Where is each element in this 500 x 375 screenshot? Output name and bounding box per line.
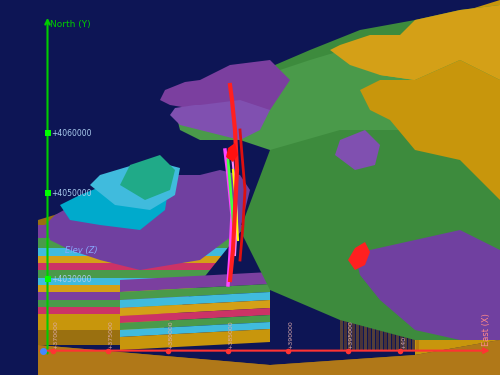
Text: +4050000: +4050000 <box>52 189 92 198</box>
Polygon shape <box>120 284 270 300</box>
Polygon shape <box>38 314 175 330</box>
Polygon shape <box>38 285 198 292</box>
Polygon shape <box>226 143 238 162</box>
Text: +4060000: +4060000 <box>52 129 92 138</box>
Polygon shape <box>60 175 170 230</box>
Polygon shape <box>356 180 359 350</box>
Polygon shape <box>120 315 270 330</box>
Polygon shape <box>360 60 500 200</box>
Text: +395000: +395000 <box>348 320 354 349</box>
Polygon shape <box>90 160 180 210</box>
Polygon shape <box>240 130 500 340</box>
Polygon shape <box>355 230 500 340</box>
Polygon shape <box>348 242 370 270</box>
Polygon shape <box>45 170 250 270</box>
Polygon shape <box>38 256 221 263</box>
Polygon shape <box>330 35 415 80</box>
Polygon shape <box>376 180 379 350</box>
Polygon shape <box>388 180 391 350</box>
Polygon shape <box>396 180 399 350</box>
Text: +385000: +385000 <box>228 320 234 349</box>
Polygon shape <box>170 100 270 140</box>
Polygon shape <box>38 270 210 278</box>
Polygon shape <box>352 180 355 350</box>
Polygon shape <box>38 307 180 314</box>
Polygon shape <box>120 155 175 200</box>
Text: East (X): East (X) <box>482 313 490 346</box>
Polygon shape <box>175 25 500 200</box>
Polygon shape <box>38 292 192 300</box>
Polygon shape <box>38 263 216 270</box>
Polygon shape <box>408 180 411 350</box>
Polygon shape <box>416 180 419 350</box>
Text: +370000: +370000 <box>54 320 59 349</box>
Polygon shape <box>38 300 186 307</box>
Polygon shape <box>360 180 363 350</box>
Polygon shape <box>38 195 120 345</box>
Polygon shape <box>38 278 203 285</box>
Polygon shape <box>392 180 395 350</box>
Text: Elev (Z): Elev (Z) <box>65 246 98 255</box>
Polygon shape <box>38 238 235 248</box>
Polygon shape <box>120 300 270 316</box>
Text: +375000: +375000 <box>108 320 114 349</box>
Polygon shape <box>384 180 387 350</box>
Polygon shape <box>335 130 380 170</box>
Polygon shape <box>38 225 246 238</box>
Polygon shape <box>38 340 500 375</box>
Polygon shape <box>364 180 367 350</box>
Polygon shape <box>340 0 500 355</box>
Polygon shape <box>120 322 270 337</box>
Polygon shape <box>404 180 407 350</box>
Polygon shape <box>120 308 270 323</box>
Polygon shape <box>412 180 415 350</box>
Text: North (Y): North (Y) <box>50 20 91 29</box>
Polygon shape <box>38 340 500 375</box>
Polygon shape <box>372 180 375 350</box>
Text: +390000: +390000 <box>288 320 294 349</box>
Polygon shape <box>38 248 228 256</box>
Polygon shape <box>340 180 343 350</box>
Polygon shape <box>400 180 403 350</box>
Polygon shape <box>370 5 500 80</box>
Polygon shape <box>120 329 270 350</box>
Text: +380000: +380000 <box>168 320 173 349</box>
Polygon shape <box>380 180 383 350</box>
Text: +40: +40 <box>401 336 406 349</box>
Polygon shape <box>348 180 351 350</box>
Text: +4030000: +4030000 <box>52 275 92 284</box>
Polygon shape <box>120 272 270 292</box>
Polygon shape <box>120 292 270 308</box>
Polygon shape <box>368 180 371 350</box>
Polygon shape <box>200 5 500 120</box>
Polygon shape <box>344 180 347 350</box>
Polygon shape <box>160 60 290 120</box>
